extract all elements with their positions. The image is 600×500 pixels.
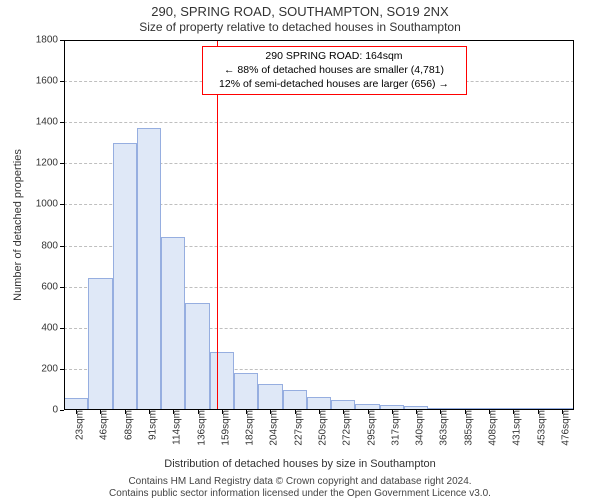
y-tick-label: 1600 <box>36 76 64 87</box>
footer-line-1: Contains HM Land Registry data © Crown c… <box>0 476 600 487</box>
footer-line-2: Contains public sector information licen… <box>0 488 600 499</box>
histogram-bar <box>234 373 258 410</box>
y-tick-label: 800 <box>41 240 64 251</box>
x-axis-label: Distribution of detached houses by size … <box>0 458 600 470</box>
x-tick-label: 182sqm <box>237 410 256 446</box>
annotation-text: 290 SPRING ROAD: 164sqm <box>207 49 462 63</box>
x-tick-label: 340sqm <box>407 410 426 446</box>
x-tick-label: 23sqm <box>67 410 86 440</box>
x-tick-label: 227sqm <box>285 410 304 446</box>
histogram-bar <box>185 303 209 410</box>
x-tick-label: 295sqm <box>358 410 377 446</box>
histogram-bar <box>331 400 355 410</box>
x-tick-label: 363sqm <box>431 410 450 446</box>
x-tick-label: 136sqm <box>188 410 207 446</box>
y-tick-label: 200 <box>41 363 64 374</box>
histogram-bar <box>64 398 88 410</box>
x-tick-label: 46sqm <box>91 410 110 440</box>
x-tick-label: 68sqm <box>115 410 134 440</box>
x-tick-label: 204sqm <box>261 410 280 446</box>
grid-line <box>64 122 574 123</box>
y-tick-label: 1200 <box>36 158 64 169</box>
histogram-bar <box>137 128 161 410</box>
histogram-bar <box>283 390 307 410</box>
histogram-bar <box>307 397 331 410</box>
x-tick-label: 408sqm <box>480 410 499 446</box>
histogram-bar <box>210 352 234 410</box>
y-tick-label: 1400 <box>36 117 64 128</box>
x-tick-label: 114sqm <box>164 410 183 445</box>
annotation-box: 290 SPRING ROAD: 164sqm← 88% of detached… <box>202 46 467 95</box>
x-tick-label: 91sqm <box>140 410 159 440</box>
y-tick-label: 1000 <box>36 199 64 210</box>
y-tick-label: 0 <box>52 405 64 416</box>
x-tick-label: 272sqm <box>334 410 353 446</box>
histogram-bar <box>113 143 137 410</box>
chart-container: 290, SPRING ROAD, SOUTHAMPTON, SO19 2NX … <box>0 0 600 500</box>
histogram-bar <box>258 384 282 410</box>
x-tick-label: 159sqm <box>212 410 231 446</box>
annotation-text: 12% of semi-detached houses are larger (… <box>207 77 462 91</box>
x-tick-label: 476sqm <box>552 410 571 446</box>
y-tick-label: 600 <box>41 281 64 292</box>
chart-subtitle: Size of property relative to detached ho… <box>0 20 600 34</box>
plot-area: 02004006008001000120014001600180023sqm46… <box>64 40 574 410</box>
annotation-text: ← 88% of detached houses are smaller (4,… <box>207 63 462 77</box>
x-tick-label: 431sqm <box>504 410 523 446</box>
y-tick-label: 1800 <box>36 35 64 46</box>
y-tick-label: 400 <box>41 322 64 333</box>
histogram-bar <box>88 278 112 410</box>
y-axis-label: Number of detached properties <box>12 149 24 301</box>
reference-line <box>217 40 218 410</box>
chart-title: 290, SPRING ROAD, SOUTHAMPTON, SO19 2NX <box>0 4 600 19</box>
x-tick-label: 317sqm <box>382 410 401 446</box>
histogram-bar <box>161 237 185 410</box>
x-tick-label: 250sqm <box>310 410 329 446</box>
x-tick-label: 453sqm <box>528 410 547 446</box>
x-tick-label: 385sqm <box>455 410 474 446</box>
